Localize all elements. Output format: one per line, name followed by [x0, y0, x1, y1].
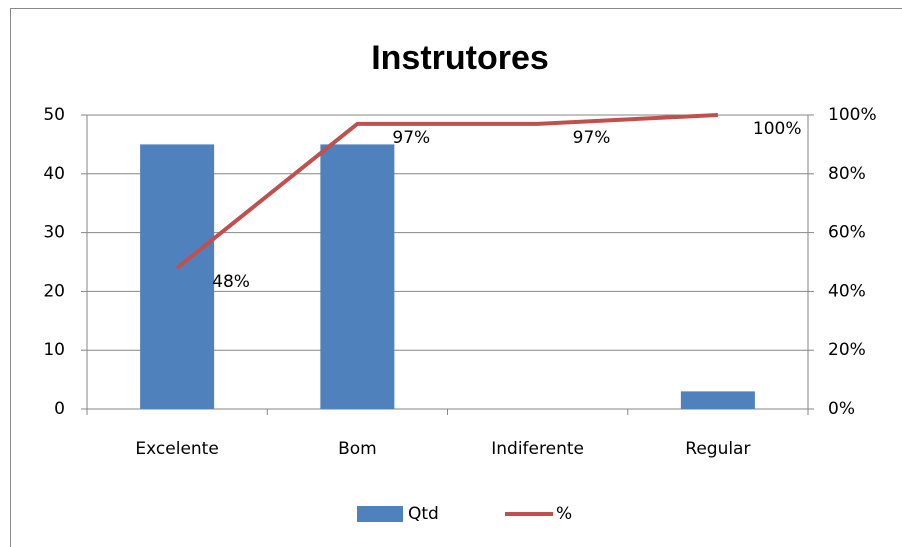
y-tick-label: 0	[54, 399, 65, 419]
y2-tick-label: 20%	[828, 340, 866, 360]
x-tick-label: Excelente	[135, 439, 218, 459]
y-tick-label: 10	[43, 340, 65, 360]
y2-tick-label: 100%	[828, 105, 877, 125]
y2-tick-label: 0%	[828, 399, 855, 419]
y-tick-label: 30	[43, 223, 65, 243]
chart-title: Instrutores	[371, 39, 549, 77]
y-tick-label: 50	[43, 105, 65, 125]
line	[175, 113, 718, 270]
legend-swatch	[357, 506, 403, 522]
legend-label: Qtd	[408, 504, 439, 524]
x-tick-label: Indiferente	[491, 439, 584, 459]
x-tick-label: Regular	[685, 439, 750, 459]
x-tick-label: Bom	[338, 439, 377, 459]
y2-tick-label: 40%	[828, 281, 866, 301]
data-label: 48%	[212, 272, 250, 292]
data-label: 97%	[573, 128, 611, 148]
y-tick-label: 40	[43, 164, 65, 184]
data-label: 100%	[753, 119, 802, 139]
y2-tick-label: 80%	[828, 164, 866, 184]
data-label: 97%	[392, 128, 430, 148]
bar	[680, 391, 755, 409]
legend-label: %	[556, 504, 572, 524]
bar	[320, 144, 395, 409]
bar	[140, 144, 215, 409]
y-tick-label: 20	[43, 281, 65, 301]
y2-tick-label: 60%	[828, 223, 866, 243]
